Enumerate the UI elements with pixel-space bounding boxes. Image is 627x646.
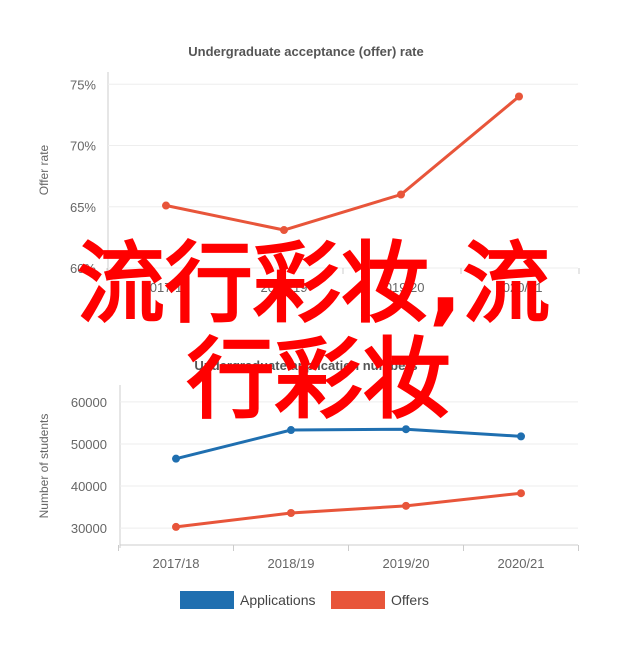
chart2-point-offers[interactable]	[517, 489, 525, 498]
chart2-title: Undergraduate application numbers	[194, 358, 417, 373]
chart1-y-tick-label: 75%	[70, 77, 96, 92]
chart1-x-tick-label: 2017/18	[143, 280, 190, 295]
overlay-text-line1: 流行彩妆,流	[76, 232, 551, 335]
chart1-title: Undergraduate acceptance (offer) rate	[188, 44, 424, 59]
chart1-point-series[interactable]	[397, 190, 405, 199]
chart1-y-tick-label: 60%	[70, 261, 96, 276]
chart2-x-tick-label: 2017/18	[153, 556, 200, 571]
chart1-line-series	[165, 95, 520, 232]
chart1-y-tick-label: 65%	[70, 200, 96, 215]
chart1-x-tick-label: 2018/19	[261, 280, 308, 295]
chart2-y-tick-label: 60000	[71, 395, 107, 410]
chart2-point-applications[interactable]	[402, 425, 410, 434]
chart2-x-tick-label: 2018/19	[268, 556, 315, 571]
chart2-line-applications	[175, 427, 522, 461]
chart2-x-tick-label: 2019/20	[383, 556, 430, 571]
chart2-x-tick-label: 2020/21	[498, 556, 545, 571]
chart2-point-offers[interactable]	[287, 509, 295, 517]
chart1-y-tick-label: 70%	[70, 139, 96, 154]
chart1-point-series[interactable]	[280, 226, 288, 235]
chart2-point-offers[interactable]	[402, 501, 410, 510]
chart1-x-tick-label: 2020/21	[496, 280, 543, 295]
chart2-y-tick-label: 40000	[71, 479, 107, 494]
chart2-point-applications[interactable]	[172, 454, 180, 463]
legend-label-applications[interactable]: Applications	[240, 592, 316, 608]
chart1-ylabel: Offer rate	[37, 144, 51, 195]
overlay-text-line2: 行彩妆	[186, 328, 451, 431]
chart2-line-offers	[175, 491, 522, 529]
chart2-point-applications[interactable]	[517, 432, 525, 441]
legend-label-offers[interactable]: Offers	[391, 592, 429, 608]
chart2-ylabel: Number of students	[37, 414, 51, 519]
legend-swatch-offers[interactable]	[331, 591, 385, 609]
chart2-point-applications[interactable]	[287, 426, 295, 435]
chart2-point-offers[interactable]	[172, 522, 180, 531]
chart1-point-series[interactable]	[515, 92, 523, 101]
chart1-point-series[interactable]	[162, 201, 170, 210]
chart2-y-tick-label: 50000	[71, 437, 107, 452]
chart2-y-tick-label: 30000	[71, 521, 107, 536]
chart1-x-tick-label: 2019/20	[378, 280, 425, 295]
legend-swatch-applications[interactable]	[180, 591, 234, 609]
